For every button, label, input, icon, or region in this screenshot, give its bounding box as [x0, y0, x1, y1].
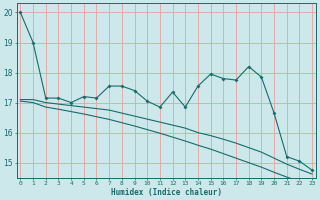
X-axis label: Humidex (Indice chaleur): Humidex (Indice chaleur)	[111, 188, 222, 197]
